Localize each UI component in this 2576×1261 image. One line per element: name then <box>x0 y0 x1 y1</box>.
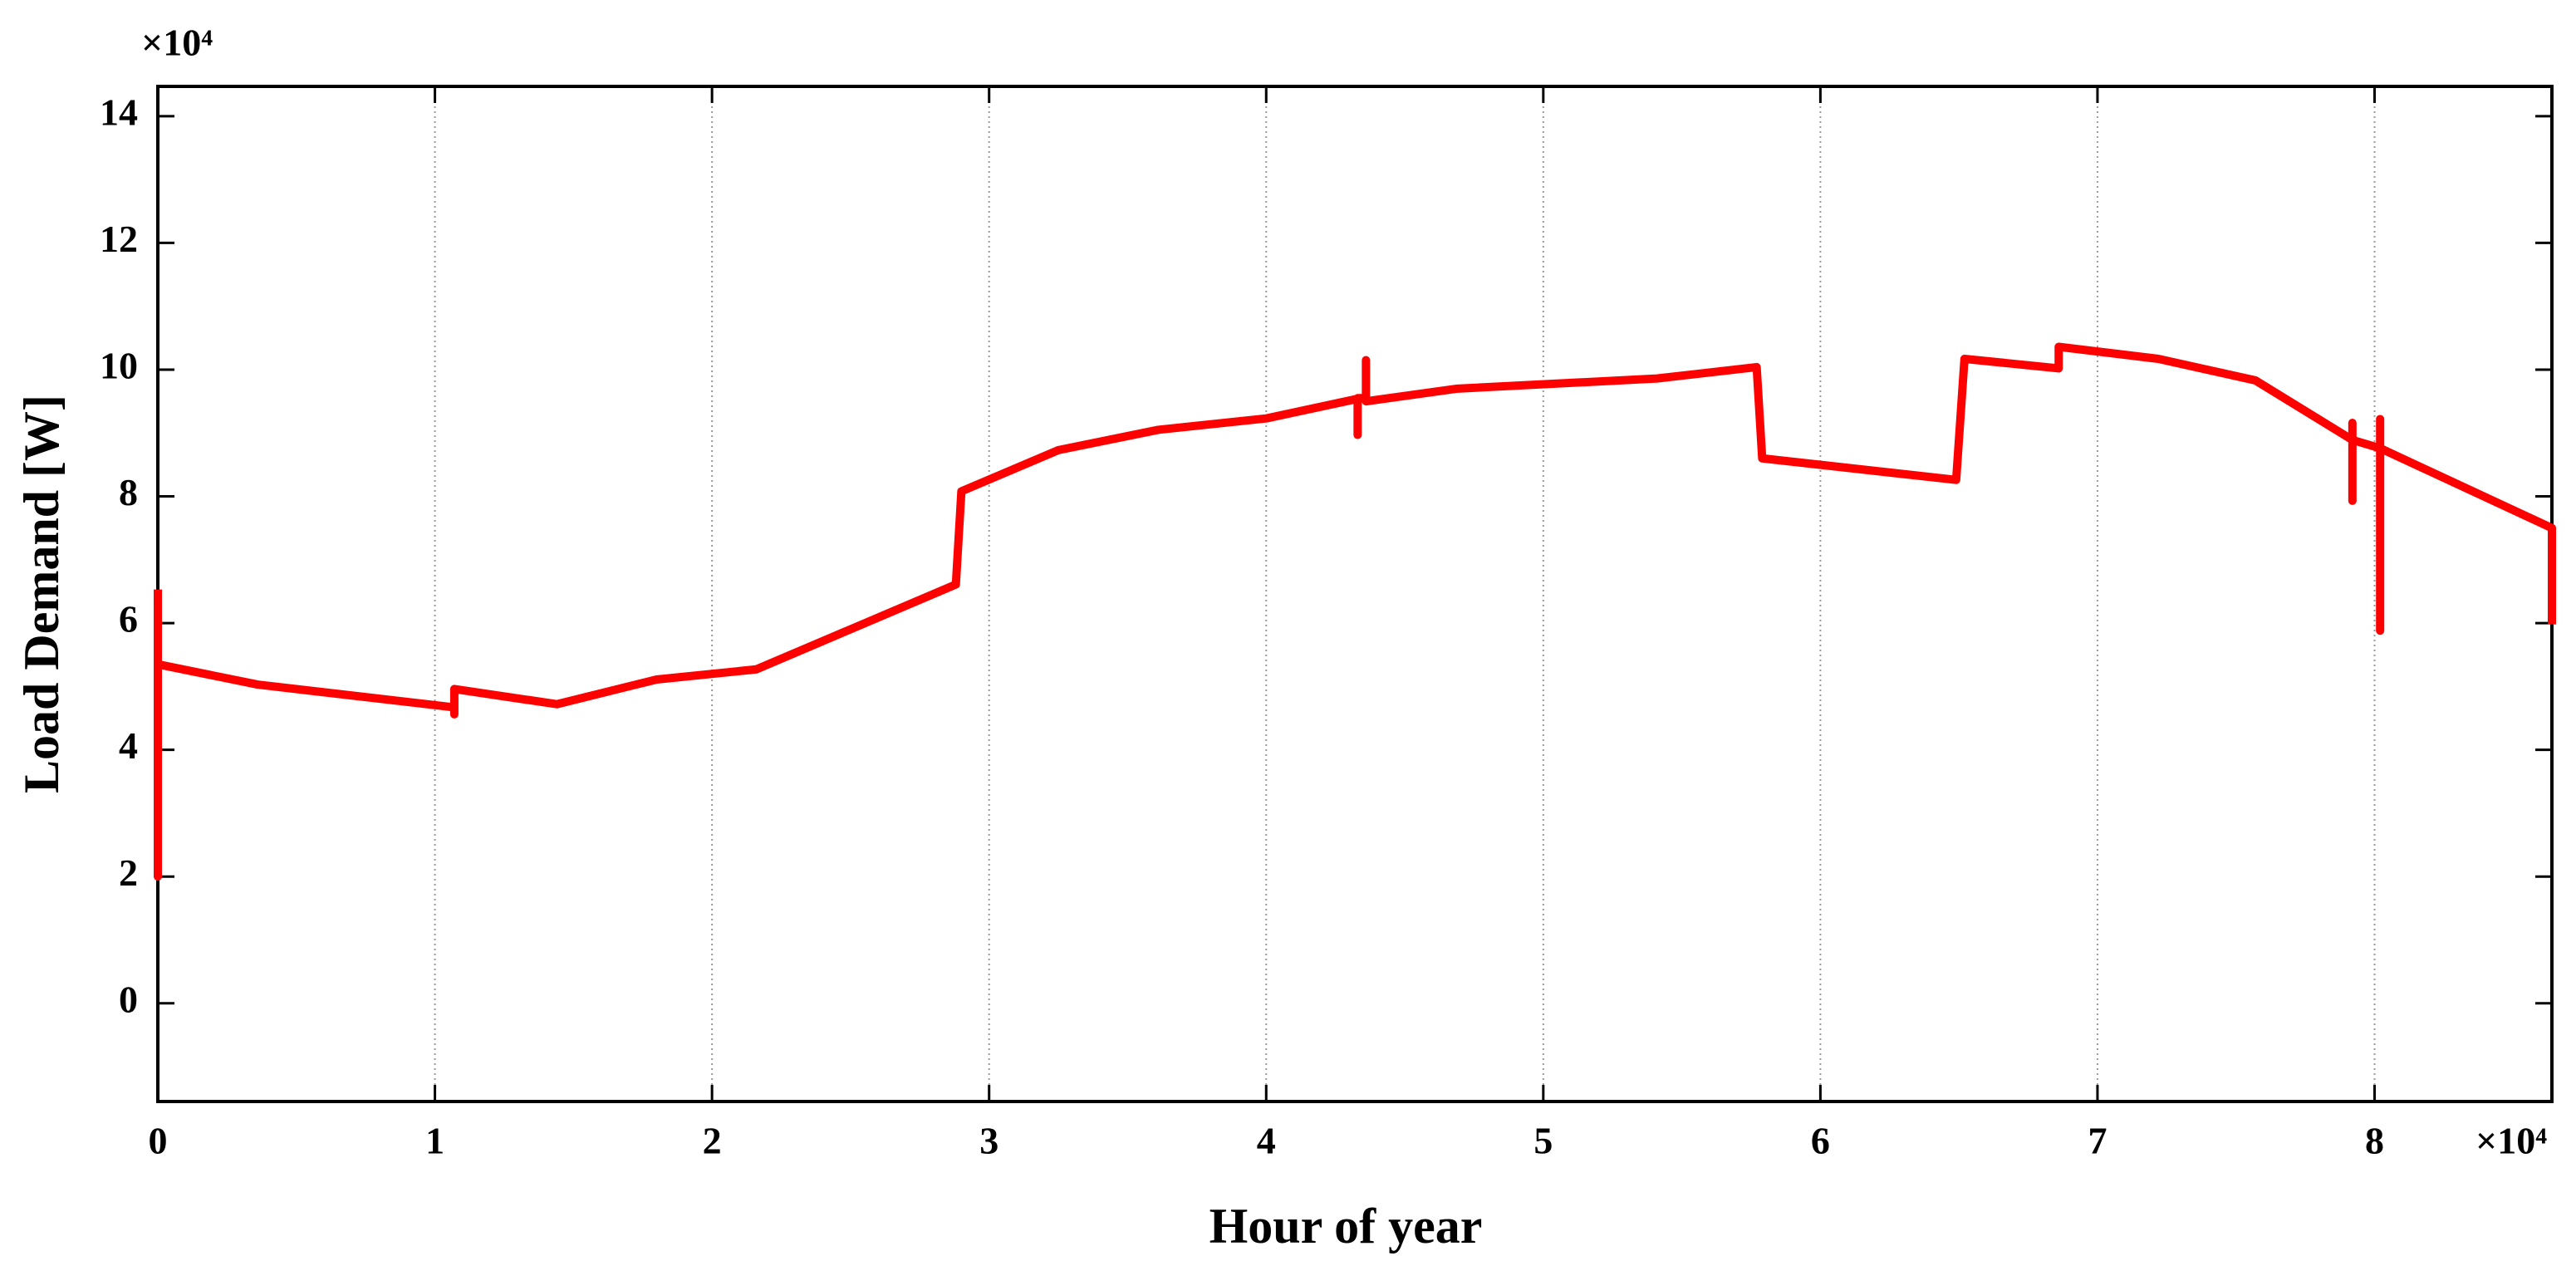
y-tick-label: 2 <box>119 851 138 894</box>
x-multiplier: ×10⁴ <box>2475 1120 2547 1162</box>
y-axis-label: Load Demand [W] <box>14 395 69 793</box>
y-tick-label: 14 <box>100 91 138 133</box>
x-axis-label: Hour of year <box>1209 1199 1483 1254</box>
y-tick-label: 4 <box>119 724 138 767</box>
y-multiplier: ×10⁴ <box>141 22 213 64</box>
y-tick-label: 8 <box>119 471 138 513</box>
y-tick-label: 0 <box>119 978 138 1020</box>
x-tick-label: 6 <box>1811 1120 1830 1162</box>
x-tick-label: 5 <box>1533 1120 1553 1162</box>
x-tick-label: 7 <box>2088 1120 2107 1162</box>
y-tick-label: 6 <box>119 598 138 640</box>
y-tick-label: 10 <box>100 345 138 387</box>
x-tick-label: 4 <box>1257 1120 1276 1162</box>
x-tick-label: 3 <box>979 1120 999 1162</box>
y-tick-label: 12 <box>100 218 138 260</box>
plot-frame <box>156 85 2554 1103</box>
x-tick-label: 8 <box>2365 1120 2384 1162</box>
x-tick-label: 1 <box>425 1120 444 1162</box>
x-tick-label: 0 <box>149 1120 168 1162</box>
x-tick-label: 2 <box>703 1120 722 1162</box>
data-line <box>154 342 2556 881</box>
